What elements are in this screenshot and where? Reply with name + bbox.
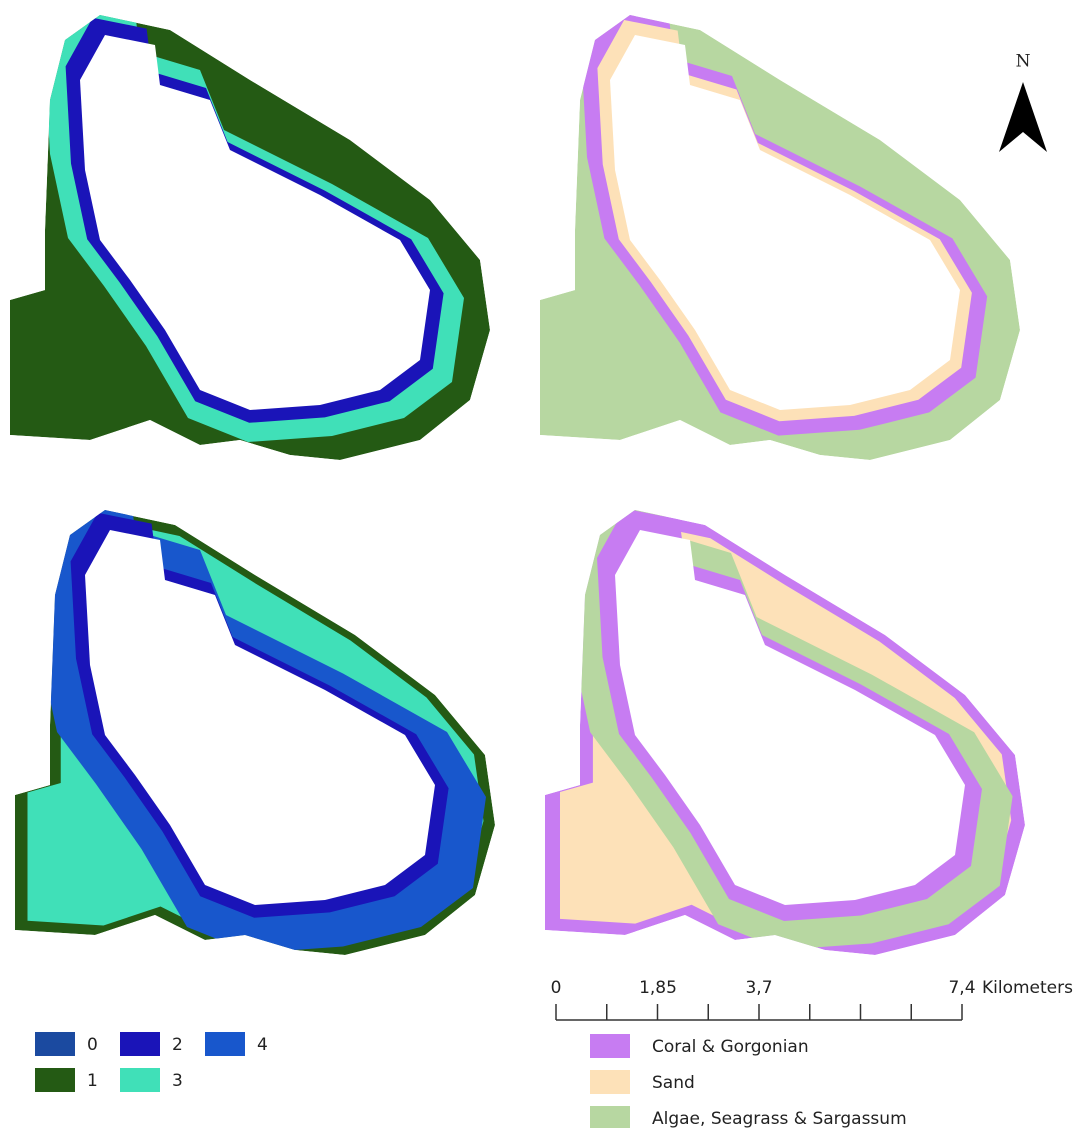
scale-label: 7,4 bbox=[948, 978, 975, 998]
legend-label: 0 bbox=[87, 1035, 98, 1055]
cluster-legend: 0 1 2 3 4 bbox=[35, 1032, 268, 1092]
north-label: N bbox=[1016, 52, 1031, 72]
figure: N 0 1,85 3,7 7,4 Kilometers 0 1 2 3 4 Coral & Go… bbox=[0, 0, 1083, 1128]
legend-swatch bbox=[35, 1068, 75, 1092]
legend-label: 1 bbox=[87, 1071, 98, 1091]
legend-swatch bbox=[205, 1032, 245, 1056]
legend-swatch bbox=[590, 1106, 630, 1128]
scale-label: 3,7 bbox=[745, 978, 772, 998]
arrow bbox=[999, 82, 1047, 152]
legend-label: 3 bbox=[172, 1071, 183, 1091]
class-legend: Coral & Gorgonian Sand Algae, Seagrass & S… bbox=[590, 1034, 907, 1128]
north-arrow: N bbox=[999, 52, 1047, 153]
legend-label: Coral & Gorgonian bbox=[652, 1037, 809, 1057]
legend-label: Sand bbox=[652, 1073, 695, 1093]
scale-bar: 0 1,85 3,7 7,4 Kilometers bbox=[551, 978, 1074, 1020]
legend-label: Algae, Seagrass & Sargassum bbox=[652, 1109, 907, 1128]
legend-swatch bbox=[590, 1070, 630, 1094]
cluster-map-top bbox=[10, 0, 490, 460]
legend-swatch bbox=[590, 1034, 630, 1058]
legend-swatch bbox=[35, 1032, 75, 1056]
class-map-top bbox=[540, 1, 1020, 460]
legend-swatch bbox=[120, 1068, 160, 1092]
scale-label: 1,85 bbox=[639, 978, 677, 998]
legend-swatch bbox=[120, 1032, 160, 1056]
scale-unit: Kilometers bbox=[982, 978, 1073, 998]
legend-label: 4 bbox=[257, 1035, 268, 1055]
cluster-map-bottom bbox=[15, 466, 495, 956]
class-map-bottom bbox=[545, 470, 1025, 955]
scale-label: 0 bbox=[551, 978, 562, 998]
legend-label: 2 bbox=[172, 1035, 183, 1055]
